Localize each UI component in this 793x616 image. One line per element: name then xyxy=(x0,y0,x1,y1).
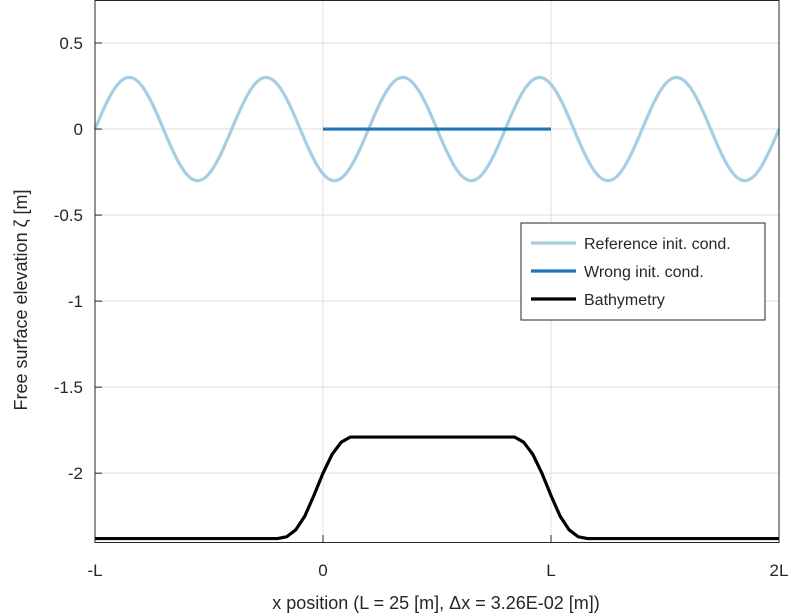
y-tick-label: 0 xyxy=(74,120,83,139)
y-tick-labels: 0.5 0 -0.5 -1 -1.5 -2 xyxy=(54,34,83,483)
y-tick-label: -1.5 xyxy=(54,378,83,397)
x-tick-label: 0 xyxy=(318,561,327,580)
x-tick-label: -L xyxy=(87,561,102,580)
y-tick-label: -2 xyxy=(68,464,83,483)
legend-label-bathymetry: Bathymetry xyxy=(584,292,665,309)
legend: Reference init. cond. Wrong init. cond. Ba… xyxy=(520,222,766,321)
legend-label-reference-init-cond: Reference init. cond. xyxy=(584,236,731,253)
x-tick-label: L xyxy=(546,561,555,580)
bathymetry-line xyxy=(95,435,779,541)
tick-marks xyxy=(94,42,780,542)
series-layer xyxy=(93,75,781,541)
axes-box xyxy=(94,0,780,543)
y-tick-label: 0.5 xyxy=(59,34,83,53)
x-axis-label: x position (L = 25 [m], Δx = 3.26E-02 [m… xyxy=(272,593,600,613)
y-tick-label: -1 xyxy=(68,292,83,311)
x-tick-labels: -L 0 L 2L xyxy=(87,561,788,580)
x-tick-label: 2L xyxy=(770,561,789,580)
grid-lines xyxy=(95,0,779,542)
y-tick-label: -0.5 xyxy=(54,206,83,225)
y-axis-label: Free surface elevation ζ [m] xyxy=(11,189,31,410)
legend-label-wrong-init-cond: Wrong init. cond. xyxy=(584,264,704,281)
